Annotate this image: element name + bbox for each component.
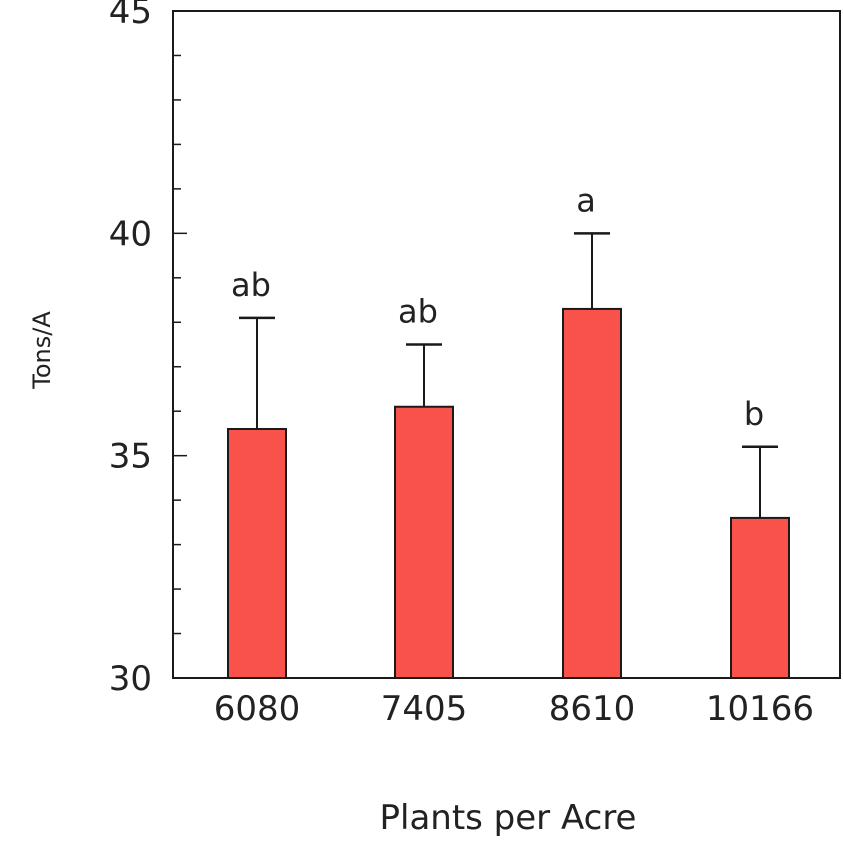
x-axis-title: Plants per Acre (380, 798, 637, 838)
bar-6080 (227, 427, 287, 679)
significance-letter-10166: b (744, 395, 764, 433)
x-tick-label-10166: 10166 (706, 689, 814, 729)
bar-8610 (562, 307, 622, 679)
y-tick-label-35: 35 (109, 437, 152, 477)
y-tick-label-30: 30 (109, 659, 152, 699)
labels-layer: ab 6080 ab 7405 a 8610 b 10166 30 35 40 45 (109, 0, 814, 729)
ticks-layer (173, 10, 187, 679)
error-bars-layer (239, 232, 778, 518)
significance-letter-6080: ab (231, 266, 271, 304)
significance-letter-8610: a (576, 181, 596, 219)
bars-layer (227, 307, 790, 679)
y-tick-label-40: 40 (109, 214, 152, 254)
y-axis-title: Tons/A (28, 311, 56, 390)
x-tick-label-7405: 7405 (381, 689, 468, 729)
x-tick-label-8610: 8610 (549, 689, 636, 729)
significance-letter-7405: ab (398, 293, 438, 331)
plot-frame (172, 10, 841, 679)
y-tick-label-45: 45 (109, 0, 152, 32)
bar-7405 (394, 405, 454, 679)
x-tick-label-6080: 6080 (214, 689, 301, 729)
plot-border (172, 10, 841, 679)
bar-10166 (730, 516, 790, 679)
